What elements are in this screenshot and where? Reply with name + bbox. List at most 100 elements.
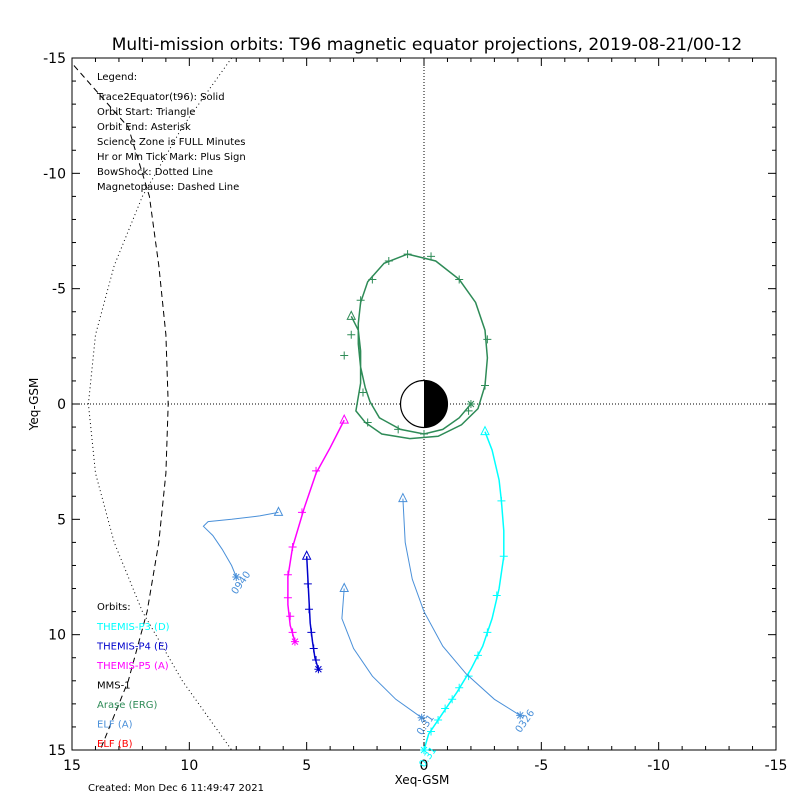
- tick-mark-plus: [455, 275, 464, 284]
- tick-mark-plus: [303, 579, 312, 588]
- tick-mark-plus: [286, 612, 295, 621]
- orbit-themis-p5-a-: [283, 414, 350, 646]
- tick-mark-plus: [499, 552, 508, 561]
- tick-mark-plus: [497, 496, 506, 505]
- tick-mark-plus: [384, 256, 393, 265]
- orbits-legend-title: Orbits:: [97, 602, 131, 613]
- x-tick-label: 10: [180, 758, 198, 774]
- x-tick-label: -15: [765, 758, 788, 774]
- tick-mark-plus: [473, 651, 482, 660]
- tick-mark-plus: [455, 683, 464, 692]
- orbit-trace: [287, 419, 345, 642]
- orbit-start-triangle: [480, 425, 490, 436]
- orbit-legend-item: ELF (A): [97, 720, 133, 731]
- x-tick-label: 15: [63, 758, 81, 774]
- orbit-start-triangle: [339, 414, 350, 424]
- tick-mark-plus: [312, 466, 321, 475]
- tick-mark-plus: [483, 335, 492, 344]
- tick-mark-plus: [283, 593, 292, 602]
- legend-line: BowShock: Dotted Line: [97, 167, 213, 178]
- tick-mark-plus: [307, 628, 316, 637]
- legend: Legend: Trace2Equator(t96): Solid Orbit St…: [96, 72, 246, 750]
- orbit-end-asterisk: [417, 713, 426, 722]
- tick-mark-plus: [356, 296, 365, 305]
- orbit-trace: [305, 556, 320, 670]
- orbit-legend-item: MMS-1: [97, 681, 131, 692]
- tick-mark-plus: [394, 425, 403, 434]
- tick-mark-plus: [288, 543, 297, 552]
- x-axis-label: Xeq-GSM: [395, 773, 450, 787]
- orbit-legend-item: ELF (B): [97, 739, 133, 750]
- tick-mark-plus: [481, 381, 490, 390]
- tick-mark-plus: [427, 252, 436, 261]
- tick-mark-plus: [483, 628, 492, 637]
- orbit-end-asterisk: [516, 711, 525, 720]
- earth-night-side: [424, 380, 448, 428]
- orbit-legend-item: THEMIS-P4 (E): [96, 642, 168, 653]
- y-tick-label: -10: [43, 166, 66, 182]
- orbit-end-asterisk: [420, 746, 428, 754]
- orbit-arase-erg-: [340, 250, 492, 440]
- tick-mark-plus: [340, 351, 349, 360]
- y-tick-label: 15: [48, 743, 66, 759]
- tick-mark-plus: [283, 570, 292, 579]
- orbit-traces: 0.31 0940 0326 0.31: [202, 250, 537, 770]
- orbit-end-asterisk: [290, 637, 299, 646]
- boundaries: [72, 58, 233, 750]
- orbit-start-triangle: [301, 550, 312, 560]
- orbit-end-label: 0.31: [417, 745, 439, 770]
- tick-mark-plus: [403, 250, 412, 259]
- tick-mark-plus: [309, 644, 318, 653]
- legend-line: Hr or Min Tick Mark: Plus Sign: [97, 152, 246, 163]
- orbit-legend-item: THEMIS-P3 (D): [96, 622, 170, 633]
- orbit-end-asterisk: [232, 573, 241, 581]
- y-tick-label: 0: [57, 397, 66, 413]
- y-tick-label: 5: [57, 512, 66, 528]
- tick-mark-plus: [441, 704, 450, 713]
- tick-mark-plus: [492, 591, 501, 600]
- orbit-trace: [402, 498, 521, 716]
- created-timestamp: Created: Mon Dec 6 11:49:47 2021: [88, 783, 264, 794]
- x-tick-label: -5: [534, 758, 548, 774]
- orbit-themis-p4-e-: [301, 550, 323, 674]
- magnetopause-line: [72, 62, 169, 750]
- orbit-end-asterisk: [466, 400, 475, 408]
- orbit-start-triangle: [339, 582, 350, 593]
- orbit-end-asterisk: [314, 665, 323, 674]
- orbit-trace: [423, 431, 505, 750]
- orbit-start-triangle: [273, 506, 284, 516]
- tick-mark-plus: [363, 418, 372, 427]
- legend-line: Orbit End: Asterisk: [97, 122, 191, 133]
- tick-mark-plus: [358, 388, 367, 397]
- orbit-legend-item: Arase (ERG): [97, 700, 158, 711]
- y-tick-label: -15: [43, 51, 66, 67]
- y-axis-label: Yeq-GSM: [27, 378, 41, 432]
- legend-line: Orbit Start: Triangle: [97, 107, 195, 118]
- orbit-end-label: 0940: [230, 570, 254, 597]
- orbit-end-label: 0.31: [415, 713, 437, 738]
- tick-mark-plus: [347, 330, 356, 339]
- legend-line: Magnetopause: Dashed Line: [97, 182, 239, 193]
- y-tick-label: 10: [48, 628, 66, 644]
- orbit-start-triangle: [398, 492, 408, 503]
- orbit-trace: [202, 511, 279, 578]
- tick-mark-plus: [420, 429, 428, 438]
- tick-mark-plus: [427, 727, 436, 736]
- bowshock-line: [87, 58, 233, 750]
- orbit-elf-a-: 0326: [398, 492, 537, 735]
- y-tick-label: -5: [52, 282, 66, 298]
- x-tick-label: 0: [420, 758, 429, 774]
- tick-mark-plus: [312, 656, 321, 665]
- tick-mark-plus: [288, 628, 297, 637]
- earth-symbol: [399, 379, 449, 429]
- tick-mark-plus: [305, 605, 314, 614]
- orbit-elf-a-: 0940: [202, 506, 284, 597]
- tick-mark-plus: [434, 716, 443, 725]
- legend-title: Legend:: [97, 72, 137, 83]
- x-tick-label: -10: [647, 758, 670, 774]
- legend-line: Science Zone is FULL Minutes: [97, 137, 246, 148]
- orbit-start-triangle: [346, 310, 357, 320]
- x-tick-label: 5: [302, 758, 311, 774]
- tick-mark-plus: [448, 695, 457, 704]
